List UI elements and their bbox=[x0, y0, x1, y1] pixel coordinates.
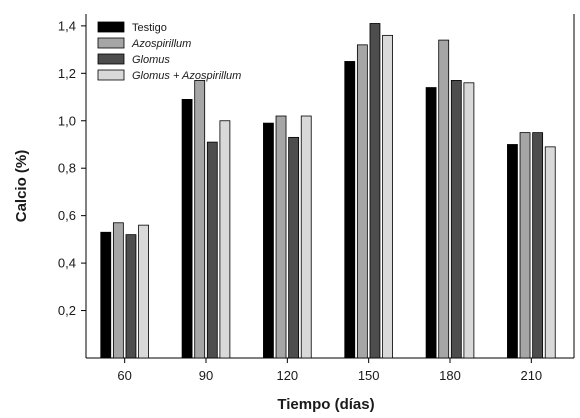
bar-testigo-120 bbox=[263, 122, 274, 359]
y-tick-label: 0,4 bbox=[58, 256, 76, 271]
bar-testigo-60 bbox=[100, 231, 112, 359]
bar-azospirillum-60 bbox=[112, 222, 124, 359]
bar-azospirillum-180 bbox=[438, 39, 450, 359]
y-tick-label: 0,6 bbox=[58, 208, 76, 223]
bar-glomus-210 bbox=[532, 132, 544, 359]
bar-testigo-180 bbox=[425, 87, 437, 359]
chart-axes bbox=[85, 14, 575, 359]
legend-label: Glomus + Azospirillum bbox=[132, 70, 241, 82]
legend-swatch bbox=[97, 21, 125, 33]
bar-glomus-150 bbox=[369, 23, 381, 359]
bar-glomus-azospirillum-150 bbox=[382, 34, 393, 359]
bar-azospirillum-150 bbox=[356, 44, 368, 359]
bar-glomus-azospirillum-90 bbox=[219, 120, 231, 359]
bar-glomus-60 bbox=[125, 234, 137, 359]
x-tick-label: 150 bbox=[358, 368, 380, 383]
legend-swatch bbox=[97, 37, 125, 49]
legend-swatch bbox=[97, 69, 125, 81]
x-tick-label: 180 bbox=[439, 368, 461, 383]
x-axis-title: Tiempo (días) bbox=[277, 396, 374, 413]
x-tick-label: 210 bbox=[520, 368, 542, 383]
bar-azospirillum-90 bbox=[194, 80, 206, 359]
x-tick-label: 90 bbox=[199, 368, 213, 383]
bar-testigo-150 bbox=[344, 61, 356, 359]
bar-azospirillum-120 bbox=[275, 115, 287, 359]
bar-glomus-azospirillum-210 bbox=[544, 146, 556, 359]
bar-glomus-azospirillum-180 bbox=[463, 82, 475, 359]
bar-testigo-90 bbox=[181, 99, 193, 359]
legend-label: Azospirillum bbox=[131, 38, 191, 50]
x-tick-label: 60 bbox=[117, 368, 131, 383]
bar-glomus-azospirillum-60 bbox=[138, 224, 149, 359]
legend-swatch bbox=[97, 53, 125, 65]
bar-testigo-210 bbox=[507, 144, 518, 359]
legend-label: Glomus bbox=[132, 54, 170, 66]
bar-glomus-azospirillum-120 bbox=[300, 115, 312, 359]
x-tick-label: 120 bbox=[276, 368, 298, 383]
bar-glomus-120 bbox=[288, 136, 300, 359]
bar-glomus-90 bbox=[206, 141, 218, 359]
y-tick-label: 1,4 bbox=[58, 18, 76, 33]
y-tick-label: 1,2 bbox=[58, 66, 76, 81]
chart-legend: Testigo Azospirillum Glomus Glomus + Azospi… bbox=[97, 21, 241, 82]
bar-glomus-180 bbox=[450, 80, 462, 359]
y-tick-label: 0,2 bbox=[58, 303, 76, 318]
y-tick-label: 1,0 bbox=[58, 113, 76, 128]
y-axis-ticks: 0,2 0,4 0,6 0,8 1,0 1,2 1,4 bbox=[58, 18, 86, 318]
bar-azospirillum-210 bbox=[519, 132, 531, 359]
y-axis-title: Calcio (%) bbox=[13, 150, 30, 223]
y-tick-label: 0,8 bbox=[58, 161, 76, 176]
chart-bars bbox=[100, 23, 556, 359]
x-axis-ticks: 60 90 120 150 180 210 bbox=[117, 358, 542, 383]
legend-label: Testigo bbox=[132, 22, 167, 34]
